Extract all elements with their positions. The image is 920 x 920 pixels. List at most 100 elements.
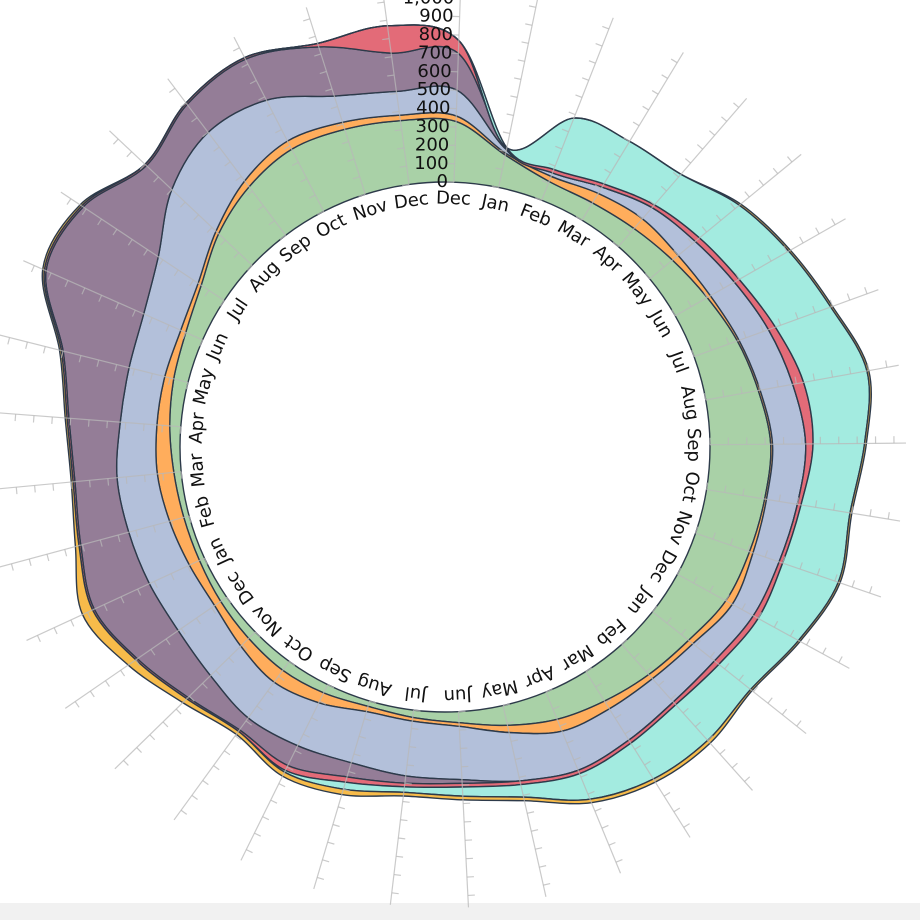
tick-mark: [815, 227, 820, 235]
tick-mark: [132, 368, 136, 376]
tick-mark: [233, 252, 240, 259]
spoke: [581, 52, 684, 221]
spoke: [64, 596, 228, 709]
tick-mark: [413, 709, 421, 712]
tick-mark: [744, 191, 750, 198]
tick-mark: [398, 837, 406, 840]
tick-mark: [112, 228, 118, 236]
tick-mark: [767, 697, 773, 704]
tick-mark: [330, 105, 338, 110]
tick-mark: [179, 201, 186, 208]
tick-mark: [150, 649, 156, 656]
tick-mark: [708, 343, 712, 351]
spoke: [677, 573, 850, 669]
spoke: [383, 0, 410, 185]
tick-mark: [673, 249, 679, 256]
tick-mark: [812, 305, 816, 313]
tick-mark: [224, 161, 231, 167]
tick-mark: [120, 669, 126, 677]
tick-mark: [661, 74, 668, 79]
tick-mark: [314, 53, 322, 57]
tick-mark: [539, 865, 547, 868]
tick-mark: [812, 373, 816, 381]
tick-mark: [158, 259, 164, 266]
spoke: [0, 334, 189, 383]
tick-mark: [47, 272, 52, 280]
tick-mark: [636, 213, 643, 220]
spoke: [60, 191, 225, 301]
tick-mark: [191, 794, 198, 800]
tick-mark: [730, 202, 736, 210]
tick-mark: [353, 753, 361, 757]
tick-mark: [705, 482, 709, 490]
tick-mark: [234, 735, 242, 741]
tick-mark: [851, 580, 856, 588]
tick-mark: [162, 721, 169, 728]
category-label: Jul: [665, 348, 692, 377]
tick-mark: [735, 272, 740, 280]
category-label: Nov: [350, 195, 390, 226]
tick-mark: [153, 525, 156, 533]
tick-mark: [721, 116, 728, 122]
tick-mark: [392, 110, 400, 114]
tick-mark: [103, 604, 108, 612]
tick-mark: [831, 218, 836, 226]
tick-mark: [206, 227, 213, 233]
tick-mark: [814, 500, 818, 508]
tick-mark: [545, 688, 553, 693]
tick-mark: [695, 640, 701, 647]
tick-mark: [495, 167, 503, 171]
tick-mark: [268, 220, 275, 226]
tick-mark: [548, 162, 556, 167]
tick-mark: [180, 809, 188, 815]
tick-mark: [246, 849, 253, 854]
tick-mark: [167, 377, 171, 385]
tick-mark: [114, 364, 118, 372]
tick-mark: [623, 137, 630, 142]
tick-mark: [258, 96, 266, 101]
tick-mark: [738, 674, 744, 681]
tick-mark: [575, 94, 583, 99]
tick-mark: [660, 185, 667, 192]
tick-mark: [191, 117, 198, 123]
tick-mark: [341, 141, 349, 145]
tick-mark: [256, 705, 263, 711]
tick-mark: [514, 757, 523, 761]
tick-mark: [399, 165, 407, 168]
category-label: Feb: [517, 200, 554, 231]
tick-mark: [358, 735, 366, 739]
tick-mark: [99, 539, 103, 547]
tick-mark: [709, 130, 716, 136]
spoke: [109, 130, 253, 266]
tick-mark: [267, 690, 274, 696]
tick-mark: [387, 74, 395, 77]
tick-mark: [104, 680, 110, 687]
tick-mark: [153, 176, 159, 183]
tick-mark: [143, 249, 149, 256]
tick-mark: [70, 619, 75, 627]
tick-mark: [52, 483, 55, 491]
spoke: [695, 532, 882, 598]
tick-mark: [317, 210, 324, 216]
tick-mark: [311, 717, 318, 722]
tick-mark: [695, 526, 699, 534]
tick-mark: [644, 760, 651, 766]
tick-mark: [659, 261, 665, 268]
tick-mark: [66, 198, 72, 205]
tick-mark: [180, 102, 187, 108]
tick-mark: [283, 145, 291, 150]
tick-mark: [173, 269, 179, 277]
tick-mark: [303, 18, 311, 22]
tick-mark: [148, 317, 153, 325]
tick-mark: [180, 628, 186, 635]
tick-mark: [760, 491, 763, 499]
tick-mark: [588, 60, 596, 64]
tick-mark: [796, 497, 800, 505]
tick-mark: [220, 239, 226, 246]
tick-mark: [744, 776, 751, 782]
tick-mark: [838, 656, 843, 663]
tick-mark: [731, 762, 738, 769]
tick-mark: [188, 515, 192, 523]
spoke: [674, 218, 846, 317]
